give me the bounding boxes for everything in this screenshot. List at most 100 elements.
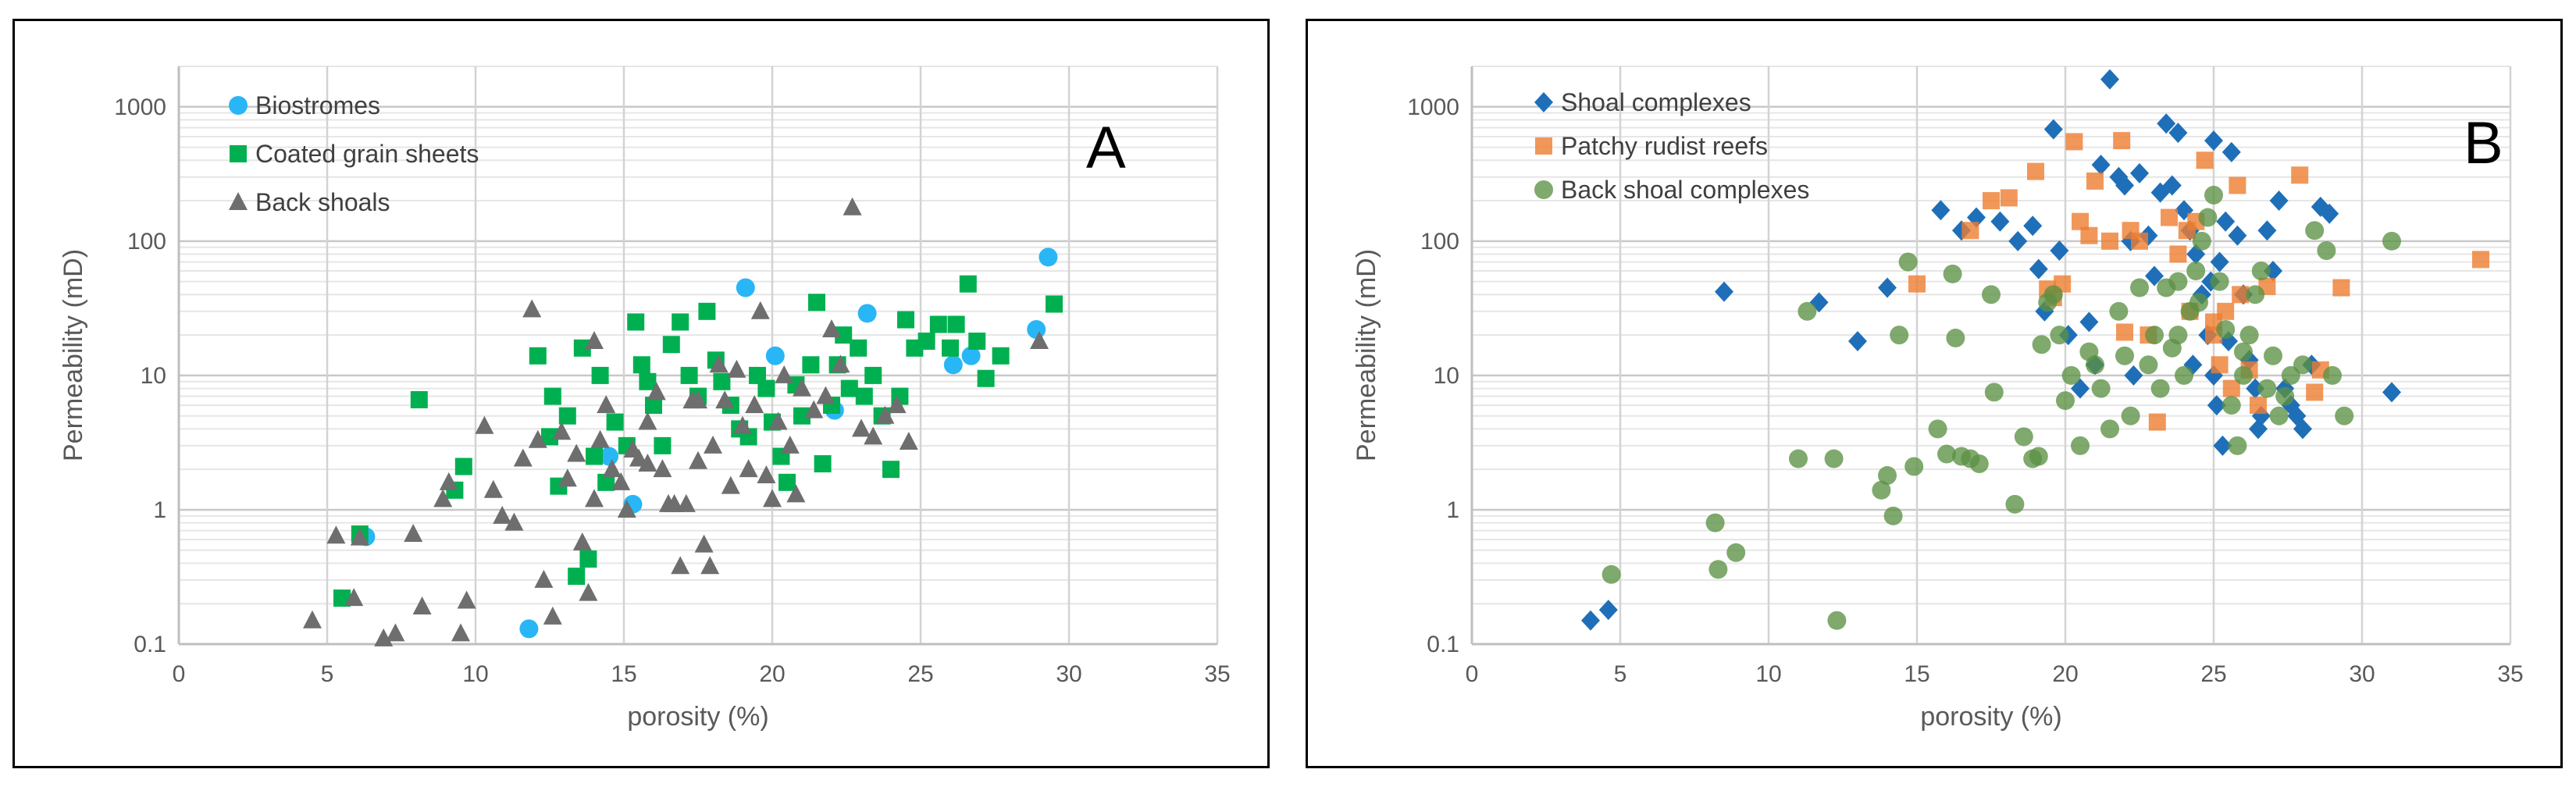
data-point: [2257, 379, 2277, 398]
data-point: [816, 386, 836, 404]
data-point: [1908, 275, 1926, 293]
data-point: [638, 454, 657, 472]
data-point: [1705, 513, 1725, 532]
x-tick-label: 10: [462, 661, 488, 687]
data-point: [2189, 293, 2208, 312]
data-point: [835, 326, 853, 344]
data-point: [2210, 251, 2229, 272]
data-point: [529, 347, 547, 365]
data-point: [2305, 221, 2325, 240]
legend-marker: [230, 145, 247, 162]
data-point: [2168, 326, 2188, 345]
data-point: [709, 354, 729, 373]
data-point: [590, 429, 610, 448]
data-point: [1904, 457, 1924, 476]
data-point: [2145, 265, 2164, 287]
data-point: [552, 422, 572, 440]
data-point: [2168, 123, 2188, 144]
data-point: [2065, 133, 2083, 151]
data-point: [2100, 419, 2119, 439]
legend: Biostromes Coated grain sheets Back shoals: [229, 91, 479, 216]
data-point: [2130, 162, 2149, 183]
data-point: [333, 589, 351, 607]
data-point: [733, 415, 752, 434]
data-point: [572, 532, 592, 550]
data-point: [2275, 386, 2295, 406]
data-point: [763, 489, 782, 507]
data-point: [917, 332, 935, 350]
data-point: [2306, 383, 2324, 401]
data-point: [457, 590, 476, 609]
legend-label: Back shoals: [255, 188, 390, 216]
data-point: [639, 372, 657, 390]
data-point: [2192, 231, 2211, 251]
data-point: [1598, 600, 1618, 621]
data-point: [1890, 326, 1909, 345]
data-point: [585, 330, 604, 349]
data-point: [942, 339, 959, 357]
data-point: [793, 378, 811, 397]
data-point: [1872, 480, 1891, 500]
legend-marker: [1534, 180, 1553, 199]
data-point: [779, 473, 796, 491]
data-point: [534, 569, 554, 588]
data-point: [2196, 151, 2214, 169]
scatter-chart-a: 0.1 1 10 100 1000 0 5 10 15 20 25 30 35 porosity (%) P…: [59, 66, 1231, 732]
data-point: [2213, 435, 2232, 456]
data-point: [451, 623, 470, 642]
data-point: [704, 435, 722, 454]
y-axis-label: Permeability (mD): [59, 249, 88, 461]
data-point: [504, 512, 524, 531]
data-point: [2246, 285, 2265, 304]
x-tick-label: 15: [611, 661, 636, 687]
data-point: [2131, 232, 2148, 250]
data-point: [2027, 162, 2044, 180]
data-point: [1961, 222, 1979, 240]
data-point: [522, 299, 542, 318]
data-point: [617, 499, 636, 518]
data-point: [2232, 286, 2250, 304]
data-point: [483, 479, 503, 498]
y-axis-label: Permeability (mD): [1352, 249, 1381, 461]
data-point: [513, 448, 533, 467]
data-point: [2124, 365, 2143, 386]
data-point: [2291, 166, 2309, 184]
data-point: [2221, 141, 2241, 162]
data-point: [374, 628, 394, 646]
data-point: [1967, 207, 1986, 228]
y-tick-label: 1000: [114, 94, 166, 120]
data-point: [1046, 295, 1063, 313]
data-point: [2198, 208, 2218, 227]
data-point: [2204, 130, 2223, 151]
data-point: [326, 525, 346, 544]
data-point: [713, 372, 731, 390]
y-tick-label: 1: [1446, 497, 1459, 523]
data-point: [840, 379, 858, 397]
data-point: [671, 556, 690, 575]
panel-label: A: [1086, 115, 1126, 181]
data-point: [822, 319, 841, 337]
data-point: [2072, 212, 2089, 230]
data-point: [1983, 192, 2000, 210]
data-point: [1969, 454, 1989, 474]
data-point: [864, 366, 882, 384]
data-point: [1848, 330, 1867, 351]
x-tick-label: 30: [2349, 661, 2375, 687]
data-point: [2100, 69, 2119, 90]
data-point: [2269, 191, 2289, 212]
data-point: [694, 534, 714, 553]
data-point: [765, 346, 785, 365]
data-point: [2043, 119, 2063, 140]
data-point: [864, 426, 883, 445]
data-point: [543, 606, 562, 625]
x-tick-label: 25: [2200, 661, 2226, 687]
data-point: [1946, 328, 1965, 347]
data-point: [1898, 252, 1918, 272]
data-point: [2145, 326, 2164, 345]
data-point: [602, 459, 622, 478]
panel-label: B: [2464, 110, 2503, 176]
data-point: [2023, 215, 2043, 237]
data-point: [947, 315, 965, 333]
data-point: [808, 294, 825, 312]
data-point: [757, 465, 776, 484]
